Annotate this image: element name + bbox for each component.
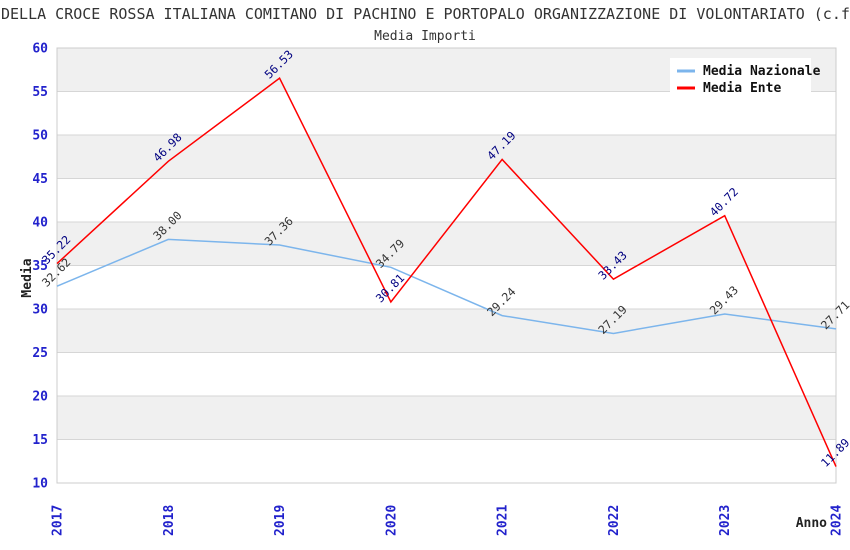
- data-label-media-ente: 11.89: [818, 435, 850, 469]
- plot-border: [56, 47, 837, 484]
- x-axis-title: Anno: [796, 516, 827, 531]
- legend-box: [670, 58, 811, 96]
- y-tick-label: 55: [32, 85, 48, 100]
- y-tick-label: 10: [32, 477, 48, 492]
- legend-label-media-nazionale: Media Nazionale: [703, 64, 821, 79]
- y-tick-label: 15: [32, 433, 48, 448]
- x-tick-label: 2023: [718, 505, 733, 536]
- plot-band: [57, 396, 836, 440]
- series-line-media-nazionale: [56, 238, 837, 335]
- series-line-media-ente: [56, 77, 837, 467]
- plot-band: [57, 135, 836, 179]
- legend-label-media-ente: Media Ente: [703, 81, 781, 96]
- chart-title: DELLA CROCE ROSSA ITALIANA COMITANO DI P…: [1, 5, 850, 23]
- x-tick-label: 2020: [384, 505, 399, 536]
- y-tick-label: 45: [32, 172, 48, 187]
- x-tick-label: 2024: [830, 505, 845, 536]
- y-tick-label: 20: [32, 390, 48, 405]
- y-tick-label: 50: [32, 129, 48, 144]
- x-tick-label: 2019: [273, 505, 288, 536]
- y-tick-label: 30: [32, 303, 48, 318]
- y-tick-label: 40: [32, 216, 48, 231]
- x-tick-label: 2022: [607, 505, 622, 536]
- y-axis-title: Media: [20, 258, 35, 297]
- plot-band: [57, 222, 836, 266]
- plot-band: [57, 309, 836, 353]
- x-tick-label: 2018: [162, 505, 177, 536]
- x-tick-label: 2017: [51, 505, 66, 536]
- chart-subtitle: Media Importi: [374, 29, 476, 44]
- y-tick-label: 60: [32, 42, 48, 57]
- x-tick-label: 2021: [496, 505, 511, 536]
- y-tick-label: 25: [32, 346, 48, 361]
- data-label-media-ente: 40.72: [707, 185, 741, 219]
- y-tick-label: 35: [32, 259, 48, 274]
